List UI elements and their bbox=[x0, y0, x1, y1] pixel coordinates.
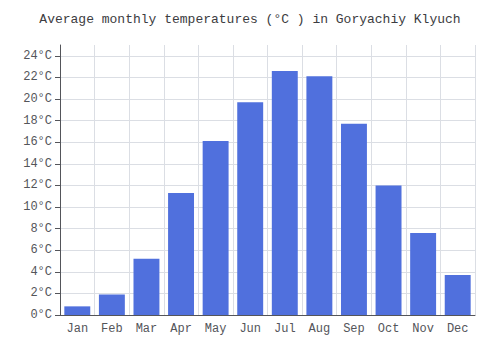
svg-text:10°C: 10°C bbox=[23, 200, 52, 214]
svg-text:Nov: Nov bbox=[412, 322, 434, 336]
svg-text:8°C: 8°C bbox=[30, 222, 52, 236]
svg-text:16°C: 16°C bbox=[23, 135, 52, 149]
svg-text:May: May bbox=[205, 322, 227, 336]
svg-text:Sep: Sep bbox=[343, 322, 365, 336]
svg-text:18°C: 18°C bbox=[23, 114, 52, 128]
svg-text:20°C: 20°C bbox=[23, 92, 52, 106]
svg-text:Oct: Oct bbox=[378, 322, 400, 336]
svg-text:Apr: Apr bbox=[170, 322, 192, 336]
svg-text:Jan: Jan bbox=[66, 322, 88, 336]
svg-text:24°C: 24°C bbox=[23, 49, 52, 63]
svg-text:12°C: 12°C bbox=[23, 178, 52, 192]
svg-text:2°C: 2°C bbox=[30, 286, 52, 300]
svg-text:Jul: Jul bbox=[274, 322, 296, 336]
svg-text:Jun: Jun bbox=[239, 322, 261, 336]
svg-text:0°C: 0°C bbox=[30, 308, 52, 322]
svg-text:Mar: Mar bbox=[136, 322, 158, 336]
svg-text:4°C: 4°C bbox=[30, 265, 52, 279]
svg-text:6°C: 6°C bbox=[30, 243, 52, 257]
svg-text:Dec: Dec bbox=[447, 322, 469, 336]
svg-text:Aug: Aug bbox=[309, 322, 331, 336]
svg-text:Feb: Feb bbox=[101, 322, 123, 336]
svg-text:Average monthly temperatures (: Average monthly temperatures (°C ) in Go… bbox=[39, 12, 460, 27]
svg-text:22°C: 22°C bbox=[23, 70, 52, 84]
svg-text:14°C: 14°C bbox=[23, 157, 52, 171]
